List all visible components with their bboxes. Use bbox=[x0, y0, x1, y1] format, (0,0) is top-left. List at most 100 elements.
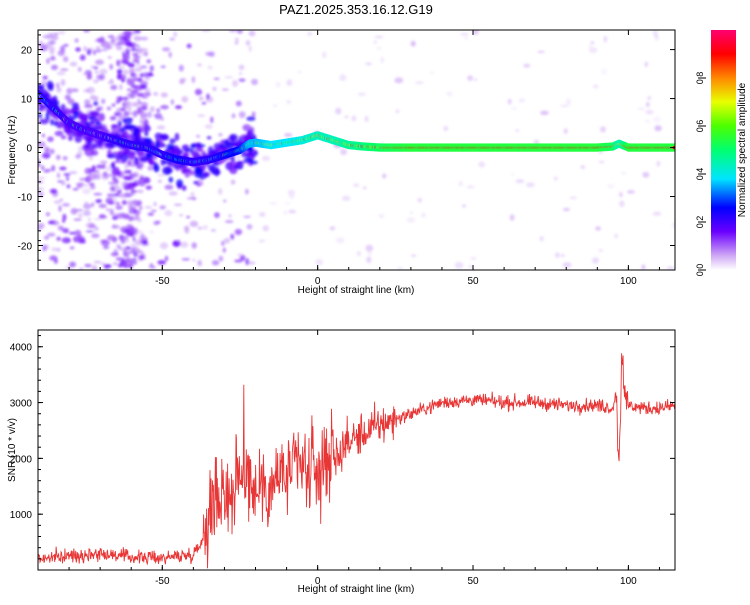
noise-blob bbox=[620, 201, 624, 206]
noise-blob bbox=[145, 185, 152, 190]
noise-blob bbox=[120, 107, 127, 112]
noise-blob bbox=[374, 35, 384, 39]
noise-blob bbox=[44, 235, 50, 240]
bottom-x-tick-label: -50 bbox=[155, 576, 170, 587]
noise-blob bbox=[103, 264, 112, 268]
noise-blob bbox=[231, 113, 236, 119]
ridge-halo bbox=[214, 168, 220, 177]
noise-blob bbox=[109, 196, 118, 203]
noise-blob bbox=[283, 202, 292, 205]
top-y-tick-label: 10 bbox=[21, 95, 33, 106]
noise-blob bbox=[239, 255, 246, 261]
noise-blob bbox=[139, 72, 147, 78]
noise-blob bbox=[106, 106, 112, 111]
noise-blob bbox=[591, 257, 600, 264]
noise-blob bbox=[117, 264, 123, 268]
noise-blob bbox=[410, 254, 417, 257]
noise-blob bbox=[129, 263, 133, 269]
noise-blob bbox=[116, 59, 121, 67]
noise-blob bbox=[157, 260, 166, 265]
noise-blob bbox=[137, 219, 143, 223]
noise-blob bbox=[62, 203, 70, 207]
bottom-y-tick-label: 3000 bbox=[10, 399, 33, 410]
noise-blob bbox=[71, 88, 79, 93]
noise-blob bbox=[153, 201, 157, 207]
noise-blob bbox=[41, 143, 47, 147]
noise-blob bbox=[93, 193, 102, 196]
noise-blob bbox=[88, 182, 95, 186]
noise-blob bbox=[357, 92, 366, 97]
spectrogram-panel: -50 0 50 100 -20 -10 0 10 20 Height of straight… bbox=[7, 29, 676, 296]
noise-blob bbox=[430, 71, 434, 75]
noise-blob bbox=[117, 73, 122, 80]
noise-blob bbox=[160, 105, 169, 110]
noise-blob bbox=[101, 239, 110, 246]
noise-blob bbox=[239, 72, 243, 75]
ridge-halo bbox=[247, 129, 252, 137]
noise-blob bbox=[121, 181, 128, 187]
noise-blob bbox=[60, 79, 66, 86]
noise-blob bbox=[112, 237, 117, 243]
noise-blob bbox=[245, 258, 250, 266]
noise-blob bbox=[671, 222, 675, 228]
noise-blob bbox=[562, 262, 572, 268]
noise-blob bbox=[131, 102, 139, 107]
noise-blob bbox=[143, 51, 149, 57]
noise-blob bbox=[466, 185, 475, 189]
noise-blob bbox=[122, 69, 129, 75]
noise-blob bbox=[454, 261, 464, 269]
noise-blob bbox=[122, 34, 131, 41]
noise-blob bbox=[124, 194, 133, 197]
noise-blob bbox=[164, 184, 174, 190]
noise-blob bbox=[140, 112, 148, 119]
noise-blob bbox=[135, 48, 143, 53]
noise-blob bbox=[158, 179, 162, 183]
top-y-tick-label: 20 bbox=[21, 46, 33, 57]
ridge-halo bbox=[144, 131, 149, 137]
noise-blob bbox=[134, 58, 139, 62]
noise-blob bbox=[130, 183, 139, 187]
noise-blob bbox=[149, 263, 154, 268]
noise-blob bbox=[248, 45, 252, 52]
noise-blob bbox=[232, 80, 239, 87]
noise-blob bbox=[646, 101, 650, 108]
noise-blob bbox=[79, 54, 86, 61]
noise-blob bbox=[75, 209, 84, 212]
noise-blob bbox=[523, 63, 531, 68]
top-y-tick-label: 0 bbox=[26, 144, 32, 155]
noise-blob bbox=[38, 176, 46, 180]
noise-blob bbox=[225, 220, 234, 224]
noise-blob bbox=[600, 126, 606, 133]
noise-blob bbox=[652, 211, 662, 216]
noise-blob bbox=[121, 200, 127, 205]
noise-blob bbox=[93, 66, 99, 70]
bottom-y-axis-label: SNR (10 * v/v) bbox=[7, 418, 18, 482]
noise-blob bbox=[160, 92, 168, 98]
ridge-halo bbox=[243, 157, 254, 163]
noise-blob bbox=[218, 255, 224, 262]
noise-blob bbox=[160, 65, 166, 69]
noise-blob bbox=[51, 34, 59, 41]
noise-blob bbox=[134, 251, 142, 254]
noise-blob bbox=[132, 44, 140, 47]
noise-blob bbox=[130, 89, 139, 95]
noise-blob bbox=[598, 249, 603, 252]
noise-blob bbox=[204, 124, 213, 129]
noise-blob bbox=[119, 84, 123, 91]
noise-blob bbox=[49, 255, 58, 261]
noise-blob bbox=[653, 116, 661, 123]
noise-blob bbox=[116, 41, 125, 46]
ridge-halo bbox=[153, 163, 160, 173]
noise-blob bbox=[298, 69, 302, 74]
noise-blob bbox=[150, 209, 157, 213]
ridge-halo bbox=[169, 138, 176, 144]
noise-blob bbox=[109, 116, 117, 120]
ridge-halo bbox=[181, 185, 187, 191]
noise-blob bbox=[197, 226, 203, 230]
noise-blob bbox=[261, 155, 271, 162]
noise-blob bbox=[205, 51, 213, 57]
ridge-halo bbox=[112, 151, 119, 155]
noise-blob bbox=[78, 234, 83, 242]
noise-blob bbox=[211, 260, 220, 266]
noise-blob bbox=[126, 88, 132, 92]
